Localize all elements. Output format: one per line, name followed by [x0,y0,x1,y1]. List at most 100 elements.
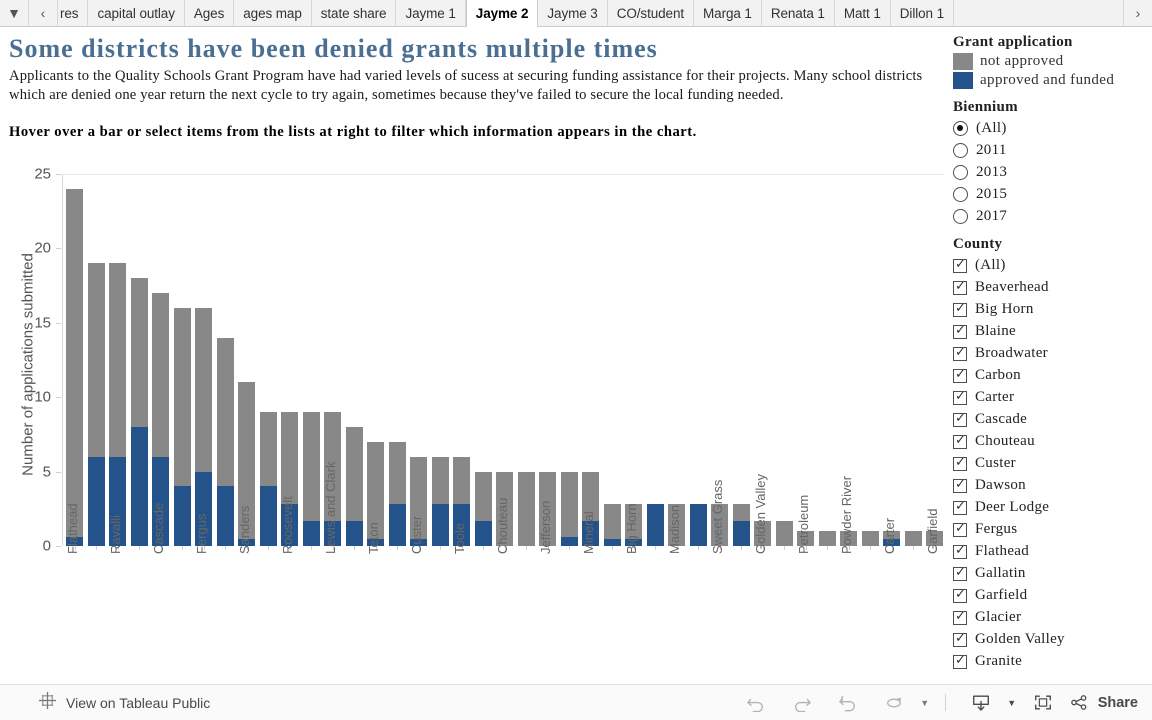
biennium-option-2015[interactable]: 2015 [953,184,1152,205]
bar-segment-approved-funded[interactable] [109,456,126,546]
bar-segment-approved-funded[interactable] [732,520,750,546]
bar-segment-not-approved[interactable] [560,471,578,538]
bar-column[interactable] [517,471,535,546]
county-option-carter[interactable]: Carter [953,387,1152,408]
checkbox-icon[interactable] [953,345,967,361]
checkbox-icon[interactable] [953,609,967,625]
tab-ages-map[interactable]: ages map [234,0,312,26]
checkbox-icon[interactable] [953,587,967,603]
bar-column[interactable] [732,504,750,546]
bar-column[interactable] [259,412,277,546]
download-dropdown-caret-icon[interactable]: ▼ [1007,697,1017,708]
bar-column[interactable] [410,456,427,546]
bar-column[interactable] [668,504,685,546]
bar-column[interactable] [87,263,105,546]
bar-segment-not-approved[interactable] [668,504,685,546]
bar-segment-not-approved[interactable] [840,531,857,546]
bar-column[interactable] [281,412,298,546]
bar-segment-approved-funded[interactable] [367,538,384,546]
bar-segment-not-approved[interactable] [410,456,427,539]
checkbox-icon[interactable] [953,455,967,471]
bar-segment-not-approved[interactable] [732,504,750,521]
bar-segment-not-approved[interactable] [818,531,836,546]
tab-matt-1[interactable]: Matt 1 [834,0,891,26]
biennium-option-2017[interactable]: 2017 [953,206,1152,227]
refresh-icon[interactable] [871,688,917,718]
bar-segment-not-approved[interactable] [539,471,556,546]
bar-segment-not-approved[interactable] [367,441,384,539]
county-option-garfield[interactable]: Garfield [953,585,1152,606]
bar-column[interactable] [152,293,169,546]
bar-segment-approved-funded[interactable] [603,538,621,546]
bar-segment-not-approved[interactable] [259,412,277,487]
tab-scroll-left-icon[interactable]: ‹ [29,0,58,26]
tab-co-student[interactable]: CO/student [607,0,695,26]
bar-column[interactable] [474,471,492,546]
bar-segment-not-approved[interactable] [496,471,513,546]
bar-column[interactable] [797,531,814,546]
bar-column[interactable] [496,471,513,546]
tab-state-share[interactable]: state share [311,0,397,26]
tab-jayme-1[interactable]: Jayme 1 [396,0,466,26]
legend-item[interactable]: approved and funded [953,72,1152,89]
bar-segment-approved-funded[interactable] [130,426,148,546]
bar-segment-approved-funded[interactable] [646,504,664,546]
bar-segment-not-approved[interactable] [453,456,470,505]
bar-segment-not-approved[interactable] [474,471,492,521]
radio-button-icon[interactable] [953,143,968,158]
tab-menu-icon[interactable]: ▼ [0,0,29,26]
bar-column[interactable] [109,263,126,546]
bar-segment-not-approved[interactable] [345,426,363,521]
county-option-gallatin[interactable]: Gallatin [953,563,1152,584]
bar-column[interactable] [582,471,599,546]
bar-segment-not-approved[interactable] [711,504,728,546]
bar-segment-not-approved[interactable] [152,293,169,457]
bar-segment-not-approved[interactable] [904,531,922,546]
checkbox-icon[interactable] [953,565,967,581]
biennium-radio-group[interactable]: (All) 2011 2013 2015 2017 [947,118,1152,227]
legend-item[interactable]: not approved [953,53,1152,70]
bar-column[interactable] [431,456,449,546]
biennium-option-2013[interactable]: 2013 [953,162,1152,183]
checkbox-icon[interactable] [953,323,967,339]
bar-segment-approved-funded[interactable] [259,486,277,546]
bar-column[interactable] [130,278,148,546]
bar-segment-approved-funded[interactable] [388,504,406,546]
view-on-tableau-public-link[interactable]: View on Tableau Public [66,694,211,711]
bar-column[interactable] [775,520,793,546]
bar-segment-approved-funded[interactable] [281,504,298,546]
checkbox-icon[interactable] [953,411,967,427]
biennium-option-all[interactable]: (All) [953,118,1152,139]
bar-segment-not-approved[interactable] [130,278,148,427]
county-option-custer[interactable]: Custer [953,453,1152,474]
bar-segment-approved-funded[interactable] [410,538,427,546]
bar-column[interactable] [711,504,728,546]
bar-column[interactable] [646,504,664,546]
bar-column[interactable] [195,307,212,546]
county-option-broadwater[interactable]: Broadwater [953,343,1152,364]
bar-segment-approved-funded[interactable] [883,538,900,546]
bar-column[interactable] [388,441,406,546]
county-option-carbon[interactable]: Carbon [953,365,1152,386]
checkbox-icon[interactable] [953,521,967,537]
bar-segment-approved-funded[interactable] [324,520,341,546]
bar-segment-not-approved[interactable] [926,531,943,546]
county-option-big-horn[interactable]: Big Horn [953,299,1152,320]
checkbox-icon[interactable] [953,499,967,515]
bar-segment-approved-funded[interactable] [302,520,320,546]
checkbox-icon[interactable] [953,631,967,647]
bar-segment-not-approved[interactable] [87,263,105,457]
checkbox-icon[interactable] [953,653,967,669]
checkbox-icon[interactable] [953,543,967,559]
county-option-granite[interactable]: Granite [953,651,1152,672]
bar-column[interactable] [861,531,879,546]
revert-icon[interactable] [825,688,871,718]
bar-segment-approved-funded[interactable] [689,504,707,546]
tab-marga-1[interactable]: Marga 1 [694,0,762,26]
bar-segment-approved-funded[interactable] [453,504,470,546]
county-option-flathead[interactable]: Flathead [953,541,1152,562]
bar-segment-approved-funded[interactable] [431,504,449,546]
bar-segment-not-approved[interactable] [431,456,449,505]
bar-segment-not-approved[interactable] [216,337,234,487]
bar-segment-approved-funded[interactable] [195,471,212,546]
